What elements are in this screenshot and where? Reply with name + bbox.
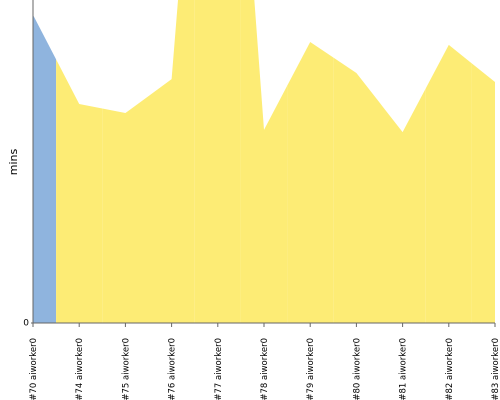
plot-area [33, 0, 495, 323]
area-segment [471, 63, 495, 323]
area-segment [194, 0, 241, 323]
area-segment [287, 41, 334, 323]
area-segment [102, 96, 149, 323]
x-tick-label: #82 aiworker0 [445, 338, 455, 400]
area-segment [333, 57, 380, 323]
x-tick-label: #80 aiworker0 [352, 338, 362, 400]
x-tick-label: #79 aiworker0 [306, 338, 316, 400]
area-segment [148, 0, 195, 323]
x-tick-label: #81 aiworker0 [399, 338, 409, 400]
area-segment [56, 59, 103, 323]
x-tick-label: #77 aiworker0 [214, 338, 224, 400]
y-axis-label: mins [7, 148, 20, 175]
area-segment [379, 88, 426, 323]
area-segment [425, 44, 472, 323]
x-tick-label: #70 aiworker0 [29, 338, 39, 400]
x-tick-label: #76 aiworker0 [168, 338, 178, 400]
x-tick-label: #74 aiworker0 [75, 338, 85, 400]
y-tick-label: 0 [23, 319, 29, 329]
x-tick-label: #83 aiworker0 [491, 338, 500, 400]
area-segment [33, 14, 57, 323]
x-tick-label: #75 aiworker0 [121, 338, 131, 400]
area-segment [240, 0, 288, 323]
x-tick-label: #78 aiworker0 [260, 338, 270, 400]
